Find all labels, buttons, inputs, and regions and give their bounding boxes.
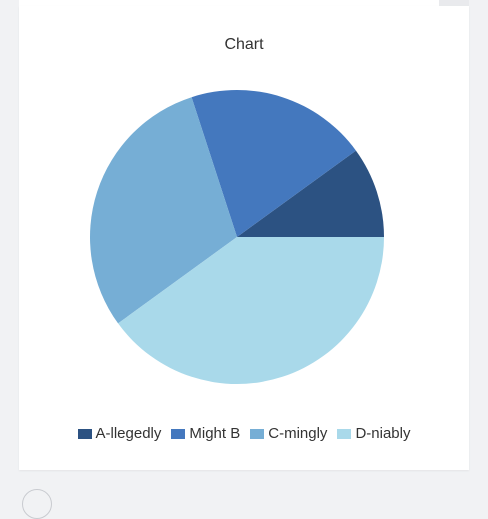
pie-chart	[89, 89, 385, 384]
legend-swatch	[250, 428, 265, 439]
legend-label: D-niably	[355, 425, 411, 442]
legend-swatch	[337, 428, 352, 439]
legend-label: Might B	[189, 425, 241, 442]
legend-swatch	[77, 428, 92, 439]
legend-swatch	[171, 428, 186, 439]
legend-item[interactable]: Might B	[171, 425, 240, 442]
legend-item[interactable]: C-mingly	[250, 425, 327, 442]
legend-item[interactable]: A-llegedly	[77, 425, 162, 442]
pie-slice-might-b[interactable]	[191, 89, 356, 237]
pie-slice-c-mingly[interactable]	[89, 97, 237, 324]
legend-item[interactable]: D-niably	[337, 425, 410, 442]
legend-label: C-mingly	[268, 425, 328, 442]
scroll-indicator-icon[interactable]	[22, 489, 52, 519]
legend-label: A-llegedly	[95, 425, 162, 442]
chart-legend: A-llegedly Might B C-mingly D-niably	[19, 425, 469, 442]
pie-slice-d-niably[interactable]	[118, 237, 385, 384]
chart-card: Chart A-llegedly Might B C-mingly D-niably	[19, 6, 469, 470]
top-panel-scrollbar	[439, 0, 469, 6]
chart-title: Chart	[224, 36, 264, 53]
pie-slice-a-llegedly[interactable]	[237, 150, 384, 237]
